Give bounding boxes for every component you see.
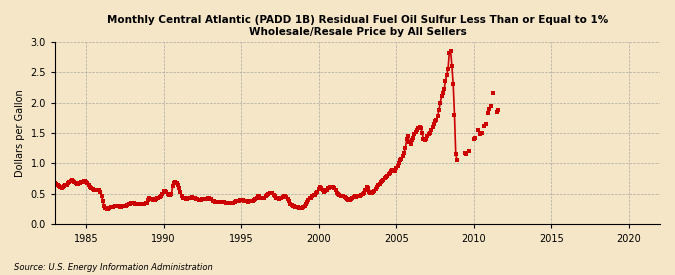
Y-axis label: Dollars per Gallon: Dollars per Gallon: [15, 89, 25, 177]
Text: Source: U.S. Energy Information Administration: Source: U.S. Energy Information Administ…: [14, 263, 212, 272]
Title: Monthly Central Atlantic (PADD 1B) Residual Fuel Oil Sulfur Less Than or Equal t: Monthly Central Atlantic (PADD 1B) Resid…: [107, 15, 608, 37]
